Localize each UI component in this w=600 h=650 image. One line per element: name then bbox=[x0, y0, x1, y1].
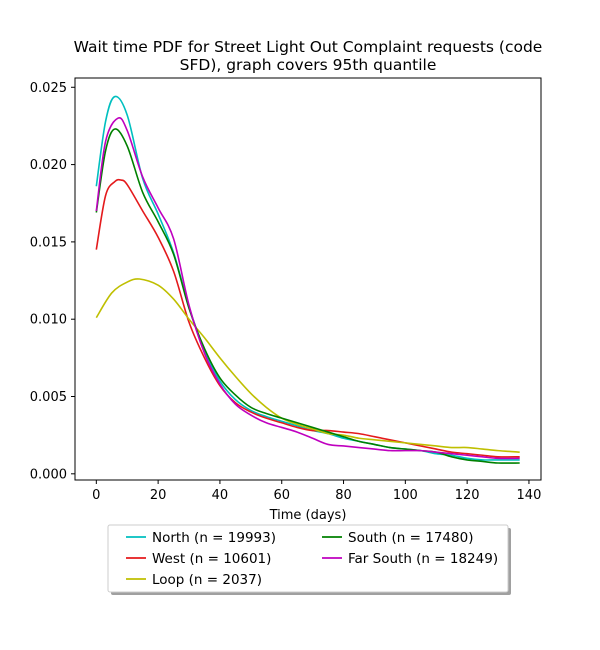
plot-frame bbox=[74, 77, 542, 481]
series-line-2 bbox=[95, 278, 520, 453]
series-line-1 bbox=[95, 178, 520, 458]
y-tick-label: 0.010 bbox=[30, 313, 67, 328]
x-tick-label: 0 bbox=[92, 488, 100, 503]
x-axis-label: Time (days) bbox=[269, 508, 347, 523]
x-tick-label: 80 bbox=[335, 488, 352, 503]
legend: North (n = 19993) West (n = 10601) Loop (n… bbox=[107, 524, 511, 595]
x-tick-label: 40 bbox=[212, 488, 229, 503]
legend-label: Loop (n = 2037) bbox=[152, 572, 262, 588]
x-tick-label: 60 bbox=[273, 488, 290, 503]
legend-label: West (n = 10601) bbox=[152, 551, 271, 567]
x-tick-label: 140 bbox=[517, 488, 542, 503]
chart-title-line-1: Wait time PDF for Street Light Out Compl… bbox=[74, 38, 543, 56]
y-tick-label: 0.025 bbox=[30, 81, 67, 96]
legend-label: Far South (n = 18249) bbox=[348, 551, 498, 567]
y-tick-label: 0.000 bbox=[30, 467, 67, 482]
legend-items: North (n = 19993) West (n = 10601) Loop (n… bbox=[126, 530, 498, 588]
y-axis: 0.000 0.005 0.010 0.015 0.020 0.025 bbox=[30, 81, 75, 482]
y-tick-label: 0.020 bbox=[30, 158, 67, 173]
legend-label: South (n = 17480) bbox=[348, 530, 473, 546]
series-line-3 bbox=[95, 128, 520, 464]
legend-label: North (n = 19993) bbox=[152, 530, 276, 546]
series-layer bbox=[95, 95, 520, 464]
y-tick-label: 0.015 bbox=[30, 235, 67, 250]
x-tick-label: 100 bbox=[393, 488, 418, 503]
x-tick-label: 20 bbox=[150, 488, 167, 503]
series-line-4 bbox=[95, 117, 520, 460]
y-tick-label: 0.005 bbox=[30, 390, 67, 405]
x-tick-label: 120 bbox=[455, 488, 480, 503]
x-axis: 0 20 40 60 80 100 120 140 bbox=[92, 480, 541, 503]
chart-title-line-2: SFD), graph covers 95th quantile bbox=[180, 56, 437, 74]
legend-box bbox=[107, 524, 509, 593]
series-line-0 bbox=[95, 95, 520, 461]
